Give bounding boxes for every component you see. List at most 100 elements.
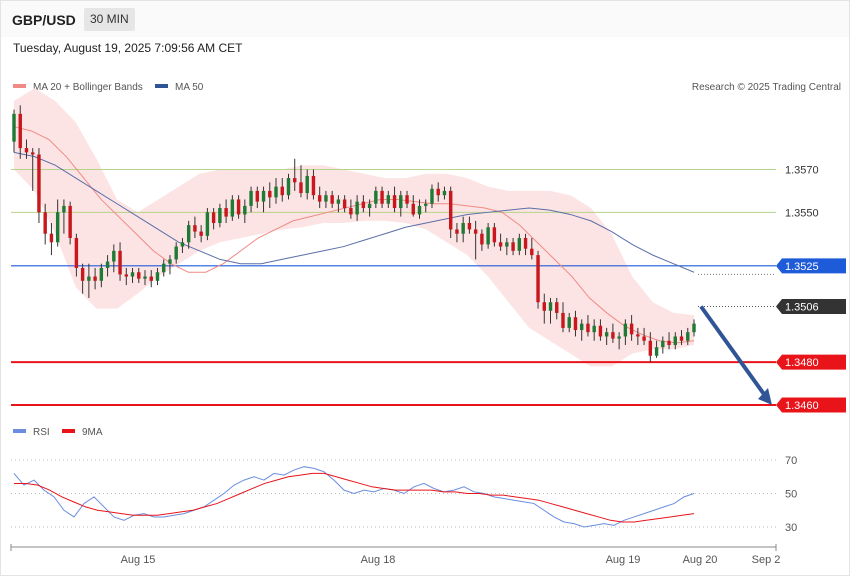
chart-header: GBP/USD 30 MIN — [1, 1, 849, 37]
forecast-arrow-shaft — [699, 305, 768, 399]
bollinger-band — [14, 88, 694, 367]
candle-body — [573, 317, 578, 331]
price-tags: 1.3570 1.3550 1.3525 1.3506 1.3480 1.3460 — [776, 165, 846, 413]
candle-body — [455, 229, 459, 234]
candle-body — [498, 242, 503, 247]
candle-body — [280, 186, 284, 196]
candle-body — [24, 148, 29, 153]
candle-body — [492, 227, 497, 243]
candles — [12, 105, 696, 363]
timeframe-button[interactable]: 30 MIN — [84, 8, 135, 31]
candle-body — [542, 302, 546, 311]
ma20-legend-swatch — [13, 84, 26, 88]
moving-averages — [13, 126, 695, 344]
rsi-legend-label: RSI — [33, 427, 50, 438]
candle-body — [62, 205, 66, 213]
x-tick-label: Sep 2 — [752, 554, 781, 566]
candle-body — [486, 227, 490, 245]
candle-body — [255, 190, 260, 202]
candle-body — [199, 231, 203, 236]
candle-body — [80, 267, 85, 281]
rsi-tick-label: 50 — [785, 489, 797, 501]
candle-body — [561, 312, 565, 328]
candle-body — [636, 334, 640, 337]
candle-body — [579, 323, 584, 331]
candle-body — [230, 199, 235, 217]
candle-body — [261, 190, 266, 202]
level-label: 1.3480 — [785, 357, 819, 369]
candle-body — [286, 178, 291, 196]
candle-body — [274, 186, 278, 198]
candle-body — [480, 233, 484, 245]
rsi-line — [13, 466, 695, 528]
candle-body — [648, 340, 653, 356]
x-tick-label: Aug 15 — [121, 554, 156, 566]
candle-body — [392, 195, 397, 209]
rsi-tick-label: 30 — [785, 522, 797, 534]
candle-body — [530, 248, 534, 256]
candle-body — [143, 276, 147, 279]
candle-body — [330, 195, 334, 204]
ma50-line — [13, 151, 695, 273]
candle-body — [105, 261, 110, 268]
support-tag — [776, 397, 846, 413]
chart-datetime: Tuesday, August 19, 2025 7:09:56 AM CET — [13, 41, 243, 55]
candle-body — [686, 332, 690, 341]
candle-body — [473, 229, 478, 234]
candle-body — [324, 195, 328, 202]
forecast-arrow — [699, 305, 772, 405]
x-axis: Aug 15 Aug 18 Aug 19 Aug 20 Sep 2 — [10, 544, 781, 566]
support-tag — [776, 354, 846, 370]
candle-body — [405, 195, 409, 204]
ma20-legend-label: MA 20 + Bollinger Bands — [33, 82, 143, 93]
candle-body — [380, 190, 384, 204]
x-tick-label: Aug 19 — [606, 554, 641, 566]
candle-body — [629, 323, 634, 335]
candle-body — [74, 238, 79, 268]
candle-body — [218, 208, 222, 224]
candle-body — [548, 302, 553, 311]
level-label: 1.3570 — [785, 165, 819, 177]
candle-body — [355, 201, 359, 215]
candle-body — [461, 223, 465, 234]
candle-body — [342, 199, 347, 209]
candle-body — [598, 325, 603, 337]
candle-body — [317, 195, 322, 202]
rsi-legend-swatch — [13, 429, 26, 433]
candle-body — [517, 238, 522, 251]
candle-body — [305, 175, 309, 194]
candle-body — [430, 188, 434, 204]
candle-body — [137, 272, 141, 279]
candle-body — [87, 276, 91, 281]
candle-body — [623, 323, 628, 337]
candle-body — [592, 325, 596, 333]
candle-body — [186, 225, 191, 243]
candle-body — [679, 336, 684, 341]
level-lines — [11, 169, 776, 406]
candle-body — [467, 223, 472, 230]
candle-body — [93, 276, 97, 281]
level-label: 1.3550 — [785, 207, 819, 219]
forecast-arrow-head — [758, 387, 772, 405]
candle-body — [168, 259, 172, 264]
candle-body — [112, 250, 116, 262]
ma20-line — [13, 126, 695, 344]
candle-body — [55, 212, 60, 243]
candle-body — [336, 199, 341, 204]
candle-body — [243, 205, 247, 215]
level-label: 1.3460 — [785, 400, 819, 412]
candle-body — [37, 154, 41, 213]
rsi-panel: 70 50 30 — [11, 455, 797, 534]
candle-body — [536, 255, 540, 303]
candle-body — [124, 274, 129, 277]
candle-body — [523, 238, 528, 249]
candle-body — [118, 250, 122, 275]
rsi-ma-legend-label: 9MA — [82, 427, 103, 438]
candle-body — [611, 332, 615, 339]
candle-body — [293, 178, 297, 183]
candle-body — [361, 201, 366, 209]
candle-body — [49, 233, 54, 243]
candle-body — [130, 272, 135, 277]
candle-body — [411, 203, 415, 215]
candle-body — [417, 205, 422, 215]
